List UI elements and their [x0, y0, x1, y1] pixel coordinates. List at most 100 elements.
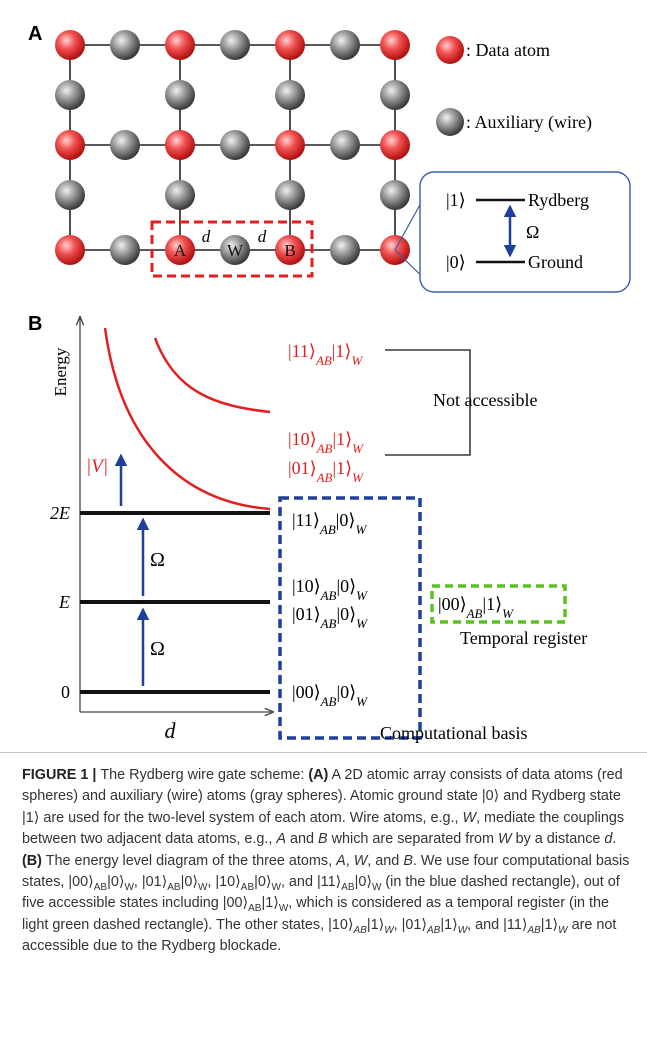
- interaction-label: |V|: [86, 456, 108, 477]
- text-run: ,: [346, 853, 354, 869]
- text-run: which are separated from: [328, 831, 498, 847]
- text-run: W: [198, 882, 207, 893]
- text-run: W: [352, 470, 364, 485]
- text-run: AB: [241, 882, 254, 893]
- atom-label: B: [284, 241, 295, 260]
- data-atom: [165, 130, 195, 160]
- data-atom: [55, 235, 85, 265]
- wire-atom: [380, 180, 410, 210]
- text-run: |1⟩: [332, 341, 352, 361]
- data-atom: [275, 130, 305, 160]
- text-run: B: [403, 853, 413, 869]
- text-run: W: [462, 810, 476, 826]
- state-label: |1⟩: [446, 190, 466, 210]
- level-label: 2E: [50, 503, 70, 523]
- wire-atom: [275, 180, 305, 210]
- text-run: |1⟩: [261, 895, 278, 911]
- text-run: AB: [167, 882, 180, 893]
- text-run: , and: [367, 853, 403, 869]
- legend-label: : Auxiliary (wire): [466, 112, 592, 133]
- group-label: Computational basis: [380, 723, 528, 743]
- wire-atom: [110, 130, 140, 160]
- data-atom: [165, 30, 195, 60]
- text-run: |0⟩: [336, 682, 356, 702]
- group-label: Not accessible: [433, 390, 537, 410]
- wire-atom: [110, 235, 140, 265]
- text-run: , and |11⟩: [281, 874, 341, 890]
- text-run: , |01⟩: [134, 874, 167, 890]
- text-run: |1⟩: [367, 917, 384, 933]
- text-run: |0⟩: [181, 874, 198, 890]
- text-run: AB: [320, 588, 337, 603]
- data-atom: [55, 130, 85, 160]
- text-run: B: [318, 831, 328, 847]
- text-run: |11⟩: [288, 341, 316, 361]
- text-run: |1⟩: [332, 429, 352, 449]
- state-label: |01⟩AB|1⟩W: [288, 458, 364, 485]
- text-run: W: [384, 925, 393, 936]
- state-label: |00⟩AB|1⟩W: [438, 594, 514, 621]
- text-run: W: [351, 353, 363, 368]
- wire-atom: [380, 80, 410, 110]
- text-run: AB: [320, 694, 337, 709]
- state-label: |11⟩AB|1⟩W: [288, 341, 363, 368]
- data-atom: [275, 30, 305, 60]
- legend-label: : Data atom: [466, 40, 550, 60]
- x-axis-title: d: [165, 718, 177, 743]
- text-run: The Rydberg wire gate scheme:: [100, 767, 308, 783]
- figure: A A W B d d : Data atom : Auxiliary (wir…: [0, 0, 647, 750]
- text-run: |0⟩: [107, 874, 124, 890]
- text-run: AB: [353, 925, 366, 936]
- level-name: Rydberg: [528, 190, 589, 210]
- text-run: |0⟩: [336, 576, 356, 596]
- text-run: FIGURE 1 |: [22, 767, 100, 783]
- text-run: |00⟩: [438, 594, 467, 614]
- group-label: Temporal register: [460, 628, 587, 648]
- text-run: |1⟩: [332, 458, 352, 478]
- text-run: W: [502, 606, 514, 621]
- page: A A W B d d : Data atom : Auxiliary (wir…: [0, 0, 647, 1060]
- text-run: (B): [22, 853, 42, 869]
- text-run: A: [336, 853, 346, 869]
- panel-label: B: [28, 313, 42, 335]
- wire-atom: [220, 30, 250, 60]
- text-run: , |10⟩: [207, 874, 240, 890]
- coupling-label: Ω: [526, 222, 539, 242]
- legend-swatch: [436, 36, 464, 64]
- text-run: by a distance: [512, 831, 605, 847]
- text-run: W: [558, 925, 567, 936]
- text-run: AB: [527, 925, 540, 936]
- text-run: |11⟩: [292, 510, 320, 530]
- text-run: |1⟩: [440, 917, 457, 933]
- atom-label: W: [227, 241, 244, 260]
- level-label: E: [58, 592, 70, 612]
- text-run: W: [354, 853, 368, 869]
- legend-swatch: [436, 108, 464, 136]
- text-run: AB: [319, 522, 336, 537]
- text-run: |10⟩: [292, 576, 321, 596]
- text-run: , |01⟩: [394, 917, 427, 933]
- text-run: |0⟩: [336, 604, 356, 624]
- level-name: Ground: [528, 252, 583, 272]
- wire-atom: [110, 30, 140, 60]
- text-run: |01⟩: [288, 458, 317, 478]
- text-run: |1⟩: [541, 917, 558, 933]
- text-run: W: [279, 903, 288, 914]
- text-run: AB: [466, 606, 483, 621]
- text-run: W: [124, 882, 133, 893]
- text-run: W: [372, 882, 381, 893]
- text-run: |0⟩: [336, 510, 356, 530]
- wire-atom: [165, 80, 195, 110]
- text-run: |10⟩: [288, 429, 317, 449]
- state-label: |10⟩AB|1⟩W: [288, 429, 364, 456]
- wire-atom: [165, 180, 195, 210]
- text-run: W: [271, 882, 280, 893]
- blockade-curve: [155, 338, 270, 412]
- text-run: AB: [316, 441, 333, 456]
- text-run: A: [276, 831, 286, 847]
- text-run: W: [498, 831, 512, 847]
- text-run: W: [355, 522, 367, 537]
- distance-label: d: [258, 227, 267, 246]
- text-run: |1⟩: [482, 594, 502, 614]
- wire-atom: [220, 130, 250, 160]
